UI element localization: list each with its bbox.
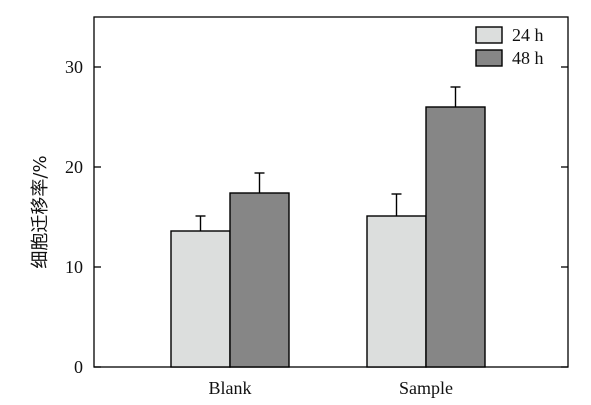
y-tick-label: 20	[65, 157, 83, 177]
y-axis-title: 细胞迁移率/%	[30, 155, 51, 268]
bar	[425, 106, 486, 368]
x-tick-label: Blank	[209, 378, 252, 398]
axes-frame	[93, 16, 569, 368]
y-tick-label: 30	[65, 57, 83, 77]
bar	[366, 215, 427, 368]
x-tick-label: Sample	[399, 378, 453, 398]
bar	[170, 230, 231, 368]
y-tick-label: 10	[65, 257, 83, 277]
legend-swatch	[475, 26, 503, 44]
legend-swatch	[475, 49, 503, 67]
legend: 24 h 48 h	[475, 25, 544, 68]
legend-label: 24 h	[512, 25, 544, 45]
bar	[229, 192, 290, 368]
y-tick-label: 0	[74, 357, 83, 377]
plot-area: 0 10 20 30 Blank Sample	[65, 16, 569, 398]
legend-label: 48 h	[512, 48, 544, 68]
